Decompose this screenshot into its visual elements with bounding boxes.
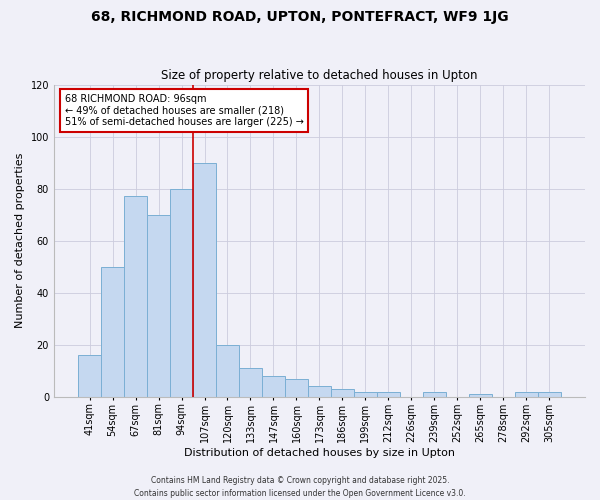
Bar — [124, 196, 147, 397]
Bar — [239, 368, 262, 397]
Bar — [377, 392, 400, 397]
Bar — [354, 392, 377, 397]
Bar — [285, 378, 308, 397]
Bar — [538, 392, 561, 397]
Bar — [216, 345, 239, 397]
Bar — [262, 376, 285, 397]
Text: Contains HM Land Registry data © Crown copyright and database right 2025.
Contai: Contains HM Land Registry data © Crown c… — [134, 476, 466, 498]
X-axis label: Distribution of detached houses by size in Upton: Distribution of detached houses by size … — [184, 448, 455, 458]
Bar — [331, 389, 354, 397]
Text: 68 RICHMOND ROAD: 96sqm
← 49% of detached houses are smaller (218)
51% of semi-d: 68 RICHMOND ROAD: 96sqm ← 49% of detache… — [65, 94, 304, 127]
Text: 68, RICHMOND ROAD, UPTON, PONTEFRACT, WF9 1JG: 68, RICHMOND ROAD, UPTON, PONTEFRACT, WF… — [91, 10, 509, 24]
Bar — [469, 394, 492, 397]
Bar — [147, 214, 170, 397]
Bar — [515, 392, 538, 397]
Bar — [101, 267, 124, 397]
Bar — [308, 386, 331, 397]
Bar — [423, 392, 446, 397]
Y-axis label: Number of detached properties: Number of detached properties — [15, 153, 25, 328]
Bar — [193, 162, 216, 397]
Bar — [78, 355, 101, 397]
Title: Size of property relative to detached houses in Upton: Size of property relative to detached ho… — [161, 69, 478, 82]
Bar — [170, 188, 193, 397]
